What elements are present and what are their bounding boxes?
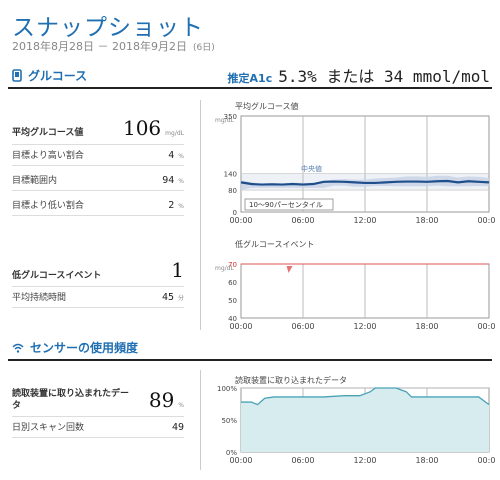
glucose-section-title: グルコース bbox=[28, 69, 88, 83]
chart-title: 読取装置に取り込まれたデータ bbox=[235, 375, 347, 385]
low-duration-label: 平均持続時間 bbox=[12, 293, 67, 303]
median-line bbox=[240, 179, 490, 186]
x-tick-label: 00:00 bbox=[477, 456, 495, 465]
low-events-value: 1 bbox=[171, 258, 184, 282]
daily-scans-row: 日別スキャン回数 49 bbox=[12, 420, 184, 438]
y-tick-label: 50% bbox=[221, 417, 237, 425]
date-range-text: 2018年8月28日 － 2018年9月2日 bbox=[12, 40, 187, 53]
low-event-marker bbox=[286, 266, 293, 273]
avg-glucose-row: 平均グルコース値 106 mg/dL bbox=[12, 116, 184, 145]
low-duration-unit: 分 bbox=[177, 295, 184, 302]
x-tick-label: 12:00 bbox=[353, 216, 376, 225]
chart-title: 平均グルコース値 bbox=[235, 101, 298, 111]
y-tick-label: 0 bbox=[233, 209, 237, 217]
avg-glucose-unit: mg/dL bbox=[165, 130, 184, 137]
a1c-label: 推定A1c bbox=[227, 72, 273, 85]
scans-unit: % bbox=[178, 402, 184, 409]
y-tick-label: 350 bbox=[224, 113, 237, 121]
above-target-value: 4 bbox=[168, 150, 175, 161]
y-tick-label: 0% bbox=[226, 449, 237, 457]
day-count: (6日) bbox=[192, 43, 215, 53]
avg-glucose-value: 106 bbox=[122, 116, 162, 140]
x-tick-label: 06:00 bbox=[291, 322, 314, 331]
low-glucose-chart: 低グルコースイベント mg/dL 00:00 06:00 12:00 18:00 00:00… bbox=[215, 239, 495, 331]
below-target-value: 2 bbox=[168, 200, 175, 211]
percentile-legend-box bbox=[244, 198, 334, 211]
above-target-unit: % bbox=[178, 153, 184, 160]
scans-label: 読取装置に取り込まれたデータ bbox=[12, 389, 130, 411]
scans-value: 89 bbox=[148, 388, 175, 412]
x-tick-label: 00:00 bbox=[229, 322, 252, 331]
column-separator-top bbox=[200, 100, 201, 330]
x-tick-label: 00:00 bbox=[477, 322, 495, 331]
low-events-row: 低グルコースイベント 1 bbox=[12, 258, 184, 287]
y-tick-label: 40 bbox=[228, 315, 237, 323]
x-tick-label: 18:00 bbox=[415, 216, 438, 225]
low-duration-value: 45 bbox=[161, 292, 174, 303]
daily-scans-value: 49 bbox=[171, 422, 184, 433]
x-tick-label: 06:00 bbox=[291, 216, 314, 225]
y-unit: mg/dL bbox=[215, 117, 234, 124]
capture-line bbox=[241, 387, 490, 406]
y-tick-label: 140 bbox=[224, 171, 237, 179]
low-duration-row: 平均持続時間 45 分 bbox=[12, 290, 184, 308]
page-title: スナップショット bbox=[12, 15, 204, 41]
in-range-row: 目標範囲内 94% bbox=[12, 173, 184, 191]
low-events-label: 低グルコースイベント bbox=[12, 271, 102, 281]
y-tick-label: 50 bbox=[228, 297, 237, 305]
below-target-label: 目標より低い割合 bbox=[12, 201, 84, 211]
below-target-unit: % bbox=[178, 203, 184, 210]
avg-glucose-chart: 平均グルコース値mg/dL00:0006:0012:0018:0000:0008… bbox=[215, 101, 495, 225]
y-tick-label: 100% bbox=[217, 385, 237, 393]
date-range: 2018年8月28日 － 2018年9月2日 (6日) bbox=[12, 38, 215, 54]
x-tick-label: 00:00 bbox=[229, 456, 252, 465]
x-tick-label: 00:00 bbox=[477, 216, 495, 225]
a1c-estimate: 推定A1c 5.3% または 34 mmol/mol bbox=[228, 63, 490, 87]
y-tick-label: 70 bbox=[228, 261, 237, 269]
glucose-section-header: グルコース bbox=[12, 67, 87, 84]
x-tick-label: 18:00 bbox=[415, 322, 438, 331]
wifi-icon bbox=[12, 343, 24, 353]
scans-row: 読取装置に取り込まれたデータ 89% bbox=[12, 388, 184, 417]
sensor-section-header: センサーの使用頻度 bbox=[12, 339, 138, 356]
daily-scans-label: 日別スキャン回数 bbox=[12, 423, 85, 433]
above-target-label: 目標より高い割合 bbox=[12, 151, 84, 161]
in-range-label: 目標範囲内 bbox=[12, 176, 58, 186]
x-tick-label: 12:00 bbox=[353, 456, 376, 465]
sensor-section-title: センサーの使用頻度 bbox=[30, 341, 139, 355]
sensor-divider bbox=[8, 359, 492, 361]
x-tick-label: 06:00 bbox=[291, 456, 314, 465]
scan-capture-chart: 読取装置に取り込まれたデータ00:0006:0012:0018:0000:000… bbox=[217, 375, 495, 465]
capture-area bbox=[241, 388, 489, 452]
in-range-unit: % bbox=[178, 178, 184, 185]
x-tick-label: 00:00 bbox=[229, 216, 252, 225]
in-range-value: 94 bbox=[162, 175, 175, 186]
column-separator-bottom bbox=[200, 370, 201, 470]
above-target-row: 目標より高い割合 4% bbox=[12, 148, 184, 166]
y-unit: mg/dL bbox=[215, 265, 234, 272]
x-tick-label: 18:00 bbox=[415, 456, 438, 465]
a1c-value: 5.3% または 34 mmol/mol bbox=[278, 67, 490, 86]
below-target-row: 目標より低い割合 2% bbox=[12, 198, 184, 216]
y-tick-label: 60 bbox=[228, 279, 237, 287]
avg-glucose-label: 平均グルコース値 bbox=[12, 128, 84, 138]
x-tick-label: 12:00 bbox=[353, 322, 376, 331]
chart-title: 低グルコースイベント bbox=[235, 239, 314, 249]
glucose-divider bbox=[8, 87, 492, 89]
y-tick-label: 80 bbox=[228, 187, 237, 195]
phone-icon bbox=[12, 69, 22, 82]
median-label: 中央値 bbox=[301, 164, 322, 173]
percentile-label: 10～90パーセンタイル bbox=[249, 200, 323, 209]
